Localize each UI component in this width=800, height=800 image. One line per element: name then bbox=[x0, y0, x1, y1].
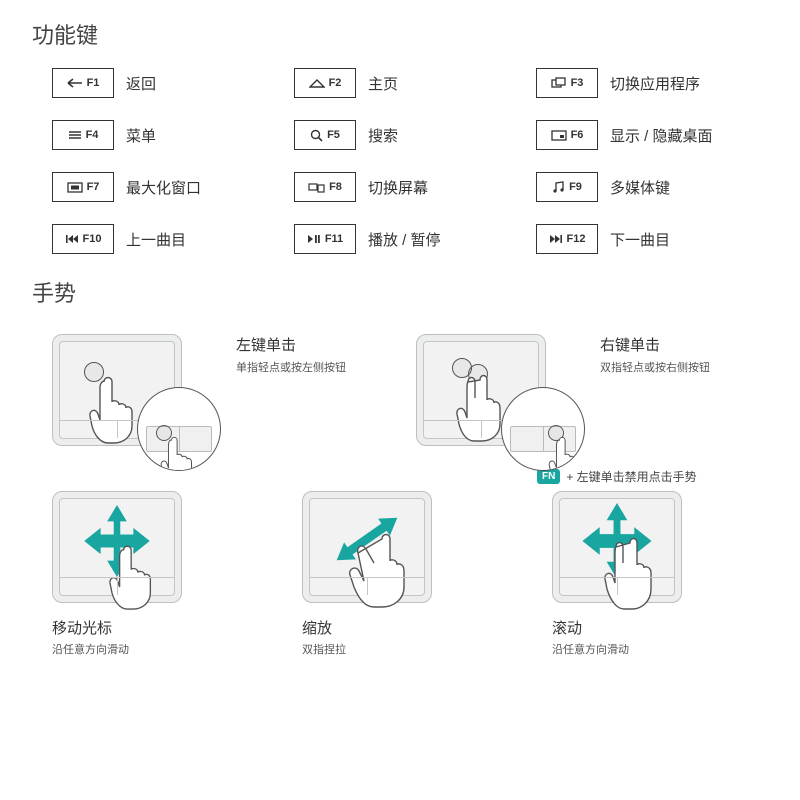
fn-code: F1 bbox=[87, 77, 100, 89]
fn-label: 多媒体键 bbox=[610, 177, 670, 198]
fn-label: 下一曲目 bbox=[610, 229, 670, 250]
fn-item-f8: F8 切换屏幕 bbox=[294, 172, 526, 202]
fn-badge: FN bbox=[537, 469, 560, 484]
hand-icon bbox=[158, 432, 202, 471]
fn-section-title: 功能键 bbox=[32, 18, 768, 50]
fn-code: F10 bbox=[83, 233, 102, 245]
fn-code: F11 bbox=[325, 233, 343, 245]
hand-icon bbox=[546, 432, 585, 471]
fn-keys-grid: F1 返回 F2 主页 F3 切换应用程序 F4 菜单 F5 搜索 bbox=[52, 68, 768, 254]
hand-icon bbox=[106, 539, 164, 611]
gesture-subtitle: 沿任意方向滑动 bbox=[552, 641, 702, 657]
fn-key-f5: F5 bbox=[294, 120, 356, 150]
fn-key-f7: F7 bbox=[52, 172, 114, 202]
fn-code: F8 bbox=[329, 181, 342, 193]
fn-label: 播放 / 暂停 bbox=[368, 229, 441, 250]
gesture-right-click: 右键单击 双指轻点或按右侧按钮 bbox=[416, 334, 710, 446]
fn-label: 最大化窗口 bbox=[126, 177, 201, 198]
maximize-icon bbox=[67, 182, 83, 193]
switch-screen-icon bbox=[308, 182, 325, 193]
fn-item-f9: F9 多媒体键 bbox=[536, 172, 768, 202]
touchpad-diagram bbox=[416, 334, 546, 446]
play-pause-icon bbox=[307, 234, 321, 244]
switch-apps-icon bbox=[551, 77, 567, 89]
fn-code: F7 bbox=[87, 181, 100, 193]
search-icon bbox=[310, 129, 323, 142]
gesture-subtitle: 单指轻点或按左侧按钮 bbox=[236, 359, 346, 375]
fn-code: F6 bbox=[571, 129, 584, 141]
fn-item-f1: F1 返回 bbox=[52, 68, 284, 98]
menu-icon bbox=[68, 130, 82, 140]
gesture-move-cursor: 移动光标 沿任意方向滑动 bbox=[52, 491, 202, 657]
gesture-title: 右键单击 bbox=[600, 334, 710, 355]
zoom-detail bbox=[137, 387, 221, 471]
fn-key-f6: F6 bbox=[536, 120, 598, 150]
fn-label: 显示 / 隐藏桌面 bbox=[610, 125, 713, 146]
fn-code: F4 bbox=[86, 129, 99, 141]
fn-code: F2 bbox=[329, 77, 342, 89]
fn-key-f12: F12 bbox=[536, 224, 598, 254]
music-icon bbox=[552, 181, 565, 193]
fn-item-f5: F5 搜索 bbox=[294, 120, 526, 150]
gesture-section-title: 手势 bbox=[32, 276, 768, 308]
fn-key-f9: F9 bbox=[536, 172, 598, 202]
fn-key-f1: F1 bbox=[52, 68, 114, 98]
touchpad-diagram bbox=[552, 491, 682, 603]
fn-label: 主页 bbox=[368, 73, 398, 94]
fn-hint-text: + 左键单击禁用点击手势 bbox=[566, 468, 696, 485]
fn-item-f7: F7 最大化窗口 bbox=[52, 172, 284, 202]
fn-item-f3: F3 切换应用程序 bbox=[536, 68, 768, 98]
gesture-scroll: 滚动 沿任意方向滑动 bbox=[552, 491, 702, 657]
fn-item-f6: F6 显示 / 隐藏桌面 bbox=[536, 120, 768, 150]
fn-item-f2: F2 主页 bbox=[294, 68, 526, 98]
home-icon bbox=[309, 78, 325, 88]
back-arrow-icon bbox=[67, 78, 83, 88]
fn-code: F9 bbox=[569, 181, 582, 193]
fn-key-f4: F4 bbox=[52, 120, 114, 150]
zoom-detail bbox=[501, 387, 585, 471]
touchpad-diagram bbox=[52, 334, 182, 446]
fn-label: 切换应用程序 bbox=[610, 73, 700, 94]
fn-key-f8: F8 bbox=[294, 172, 356, 202]
fn-item-f4: F4 菜单 bbox=[52, 120, 284, 150]
fn-item-f10: F10 上一曲目 bbox=[52, 224, 284, 254]
fn-code: F5 bbox=[327, 129, 340, 141]
fn-item-f12: F12 下一曲目 bbox=[536, 224, 768, 254]
touchpad-diagram bbox=[302, 491, 432, 603]
gesture-title: 缩放 bbox=[302, 617, 452, 638]
fn-code: F12 bbox=[567, 233, 586, 245]
fn-label: 上一曲目 bbox=[126, 229, 186, 250]
fn-key-f3: F3 bbox=[536, 68, 598, 98]
desktop-icon bbox=[551, 130, 567, 141]
fn-code: F3 bbox=[571, 77, 584, 89]
gesture-subtitle: 双指捏拉 bbox=[302, 641, 452, 657]
prev-track-icon bbox=[65, 234, 79, 244]
fn-key-f10: F10 bbox=[52, 224, 114, 254]
fn-key-f11: F11 bbox=[294, 224, 356, 254]
gesture-left-click: 左键单击 单指轻点或按左侧按钮 bbox=[52, 334, 346, 446]
hand-icon bbox=[346, 529, 416, 611]
gesture-title: 滚动 bbox=[552, 617, 702, 638]
fn-key-f2: F2 bbox=[294, 68, 356, 98]
gesture-move-row: 移动光标 沿任意方向滑动 缩放 双指捏拉 bbox=[52, 491, 768, 657]
gesture-title: 左键单击 bbox=[236, 334, 346, 355]
fn-item-f11: F11 播放 / 暂停 bbox=[294, 224, 526, 254]
fn-label: 返回 bbox=[126, 73, 156, 94]
fn-hint: FN + 左键单击禁用点击手势 bbox=[32, 468, 768, 485]
next-track-icon bbox=[549, 234, 563, 244]
touchpad-diagram bbox=[52, 491, 182, 603]
gesture-click-row: 左键单击 单指轻点或按左侧按钮 右键单击 双指轻点或按右侧按钮 bbox=[52, 334, 768, 446]
fn-label: 切换屏幕 bbox=[368, 177, 428, 198]
gesture-zoom: 缩放 双指捏拉 bbox=[302, 491, 452, 657]
hand-icon bbox=[602, 533, 668, 613]
gesture-title: 移动光标 bbox=[52, 617, 202, 638]
fn-label: 菜单 bbox=[126, 125, 156, 146]
gesture-subtitle: 双指轻点或按右侧按钮 bbox=[600, 359, 710, 375]
fn-label: 搜索 bbox=[368, 125, 398, 146]
gesture-subtitle: 沿任意方向滑动 bbox=[52, 641, 202, 657]
